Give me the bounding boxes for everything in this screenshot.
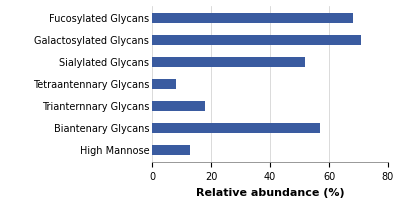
Bar [152,13,353,23]
Bar [152,35,362,45]
Bar [152,145,190,155]
Bar [152,79,176,89]
X-axis label: Relative abundance (%): Relative abundance (%) [196,188,344,198]
Bar [152,57,306,67]
Bar [152,123,320,133]
Bar [152,101,205,111]
